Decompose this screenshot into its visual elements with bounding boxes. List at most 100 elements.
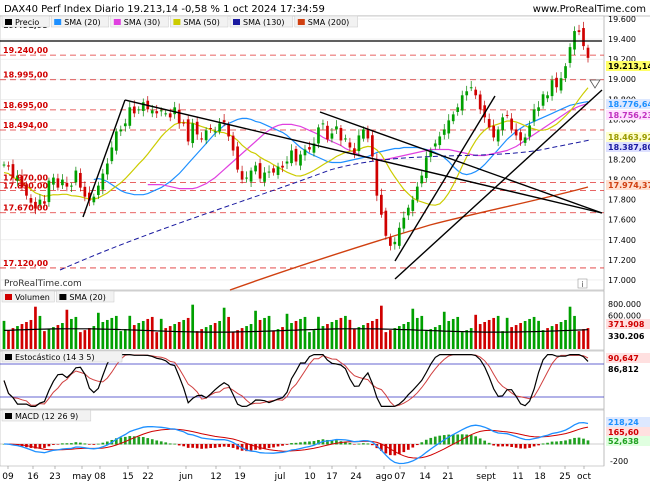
candle-body [321,123,325,125]
candle-body [267,171,271,173]
volume-bar [110,317,114,349]
price-badge-bg [606,110,650,120]
volume-bar [200,329,204,349]
candle-body [438,136,442,146]
watermark: ProRealTime.com [4,279,82,289]
x-axis: 09 16 23 may 08 15 22 jun 12 19 jul 10 17 24 ago 07 14 21… [2,466,591,482]
x-tick-label: sept [476,472,496,482]
trendline-rising-2 [394,89,603,280]
candle-body [555,77,558,88]
volume-bar [258,319,262,349]
candle-body [61,179,64,186]
macd-hist-bar [397,444,401,455]
volume-bar [487,319,491,349]
candle-body [101,173,105,190]
candle-body [447,120,451,134]
volume-bar [483,322,487,349]
macd-panel[interactable] [0,409,605,467]
candle-body [586,47,590,58]
volume-bar [7,330,10,349]
macd-hist-bar [159,441,163,445]
macd-hist-bar [555,441,558,445]
candle-body [451,114,455,122]
candle-body [388,237,392,246]
macd-hist-bar [254,444,257,450]
price-tick-label: 17.200 [608,256,636,265]
candle-body [523,137,527,143]
x-tick-label: 19 [234,472,246,482]
price-badge-label: 18.387,80 [608,143,650,152]
volume-badge-label: 330.206 [608,332,645,341]
volume-bar [375,318,379,349]
legend-swatch [5,413,12,419]
volume-bar [555,324,558,349]
red-level-label: 17.120,00 [3,259,48,268]
candle-body [249,170,253,182]
candle-body [218,123,221,132]
candle-body [11,164,15,178]
candle-body [442,129,446,135]
volume-bar [353,329,356,349]
candle-body [460,95,464,111]
macd-hist-bar [276,444,280,447]
volume-badge-label: 371.908 [608,320,645,329]
volume-bar [415,317,419,349]
candle-body [168,113,172,118]
macd-hist-bar [429,437,433,445]
volume-bar [290,323,293,349]
macd-hist-bar [447,434,451,445]
candle-body [465,91,469,96]
macd-hist-bar [577,437,581,445]
candle-body [429,150,433,157]
price-panel[interactable] [0,15,605,291]
volume-bar [568,306,572,349]
candle-body [501,117,504,131]
candle-body [83,186,87,197]
volume-bar [249,324,253,349]
candle-body [299,154,302,166]
x-tick-label: 08 [94,472,106,482]
candle-body [568,47,572,63]
candle-body [16,175,19,181]
volume-bar [195,331,199,349]
macd-hist-bar [38,444,42,449]
volume-bar [371,320,374,349]
macd-hist-bar [469,435,473,445]
candlesticks [2,21,590,251]
trendline-rising-3 [394,95,496,262]
volume-bar [384,332,388,349]
candle-body [564,66,567,79]
legend-item [110,15,169,28]
volume-bar [550,326,554,349]
candle-body [132,106,136,114]
volume-bar [514,325,518,349]
volume-bar [564,319,567,349]
candle-body [79,172,82,188]
macd-hist-bar [173,443,177,445]
candle-body [519,132,522,141]
volume-bar [177,322,181,349]
volume-bar [70,318,73,349]
macd-hist-bar [101,442,105,445]
macd-hist-bar [353,444,356,445]
candle-body [433,143,437,147]
legend-swatch [173,19,181,25]
legend-swatch [113,19,121,25]
macd-hist-bar [123,436,127,445]
macd-hist-bar [496,444,500,447]
x-tick-label: 18 [534,472,546,482]
volume-bar [88,328,91,349]
macd-hist-bar [105,441,109,445]
x-tick-label: ago [376,472,393,482]
price-tick-label: 17.800 [608,196,636,205]
volume-bar [335,319,338,349]
info-icon[interactable] [577,278,588,289]
candle-body [456,107,460,112]
legend-item [50,15,110,28]
macd-hist-bar [308,441,311,445]
price-badge-bg [606,99,650,109]
macd-hist-bar [411,444,415,448]
macd-hist-bar [150,439,154,445]
candle-body [371,135,374,157]
